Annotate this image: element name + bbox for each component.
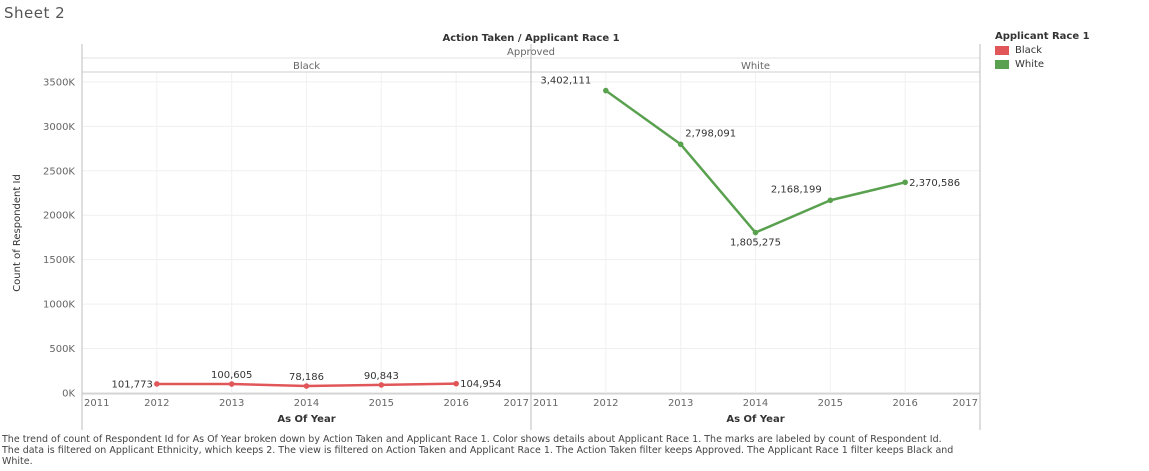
- chart-caption: The trend of count of Respondent Id for …: [2, 434, 954, 467]
- x-tick-label: 2017: [953, 398, 978, 409]
- x-tick-label: 2013: [219, 398, 244, 409]
- data-label: 104,954: [460, 379, 501, 390]
- data-point: [453, 380, 459, 387]
- legend-swatch-white: [995, 59, 1009, 69]
- data-label: 2,798,091: [685, 128, 736, 139]
- x-tick-label: 2016: [892, 398, 917, 409]
- data-label: 101,773: [111, 379, 152, 390]
- x-tick-label: 2012: [144, 398, 169, 409]
- data-point: [603, 87, 609, 94]
- data-point: [228, 381, 235, 387]
- y-tick-label: 0K: [62, 389, 75, 400]
- x-tick-label: 2017: [504, 398, 529, 409]
- y-tick-label: 2500K: [43, 166, 75, 177]
- data-point: [677, 141, 684, 148]
- y-tick-label: 3500K: [43, 77, 75, 88]
- legend-swatch-black: [995, 45, 1009, 55]
- y-tick-label: 1500K: [43, 255, 75, 266]
- x-tick-label: 2015: [369, 398, 394, 409]
- data-label: 100,605: [211, 370, 252, 381]
- legend: Applicant Race 1 Black White: [995, 31, 1090, 71]
- line-chart: Action Taken / Applicant Race 1Approved0…: [12, 33, 981, 430]
- x-tick-label: 2015: [818, 398, 843, 409]
- legend-item-black[interactable]: Black: [995, 43, 1090, 57]
- data-label: 3,402,111: [540, 76, 591, 87]
- x-tick-label: 2013: [668, 398, 693, 409]
- data-point: [902, 179, 908, 186]
- y-tick-label: 1000K: [43, 300, 75, 311]
- x-tick-label: 2014: [743, 398, 768, 409]
- data-point: [752, 229, 759, 236]
- y-tick-label: 2000K: [43, 211, 75, 222]
- x-tick-label: 2011: [533, 398, 558, 409]
- x-tick-label: 2014: [294, 398, 319, 409]
- data-label: 78,186: [289, 372, 324, 383]
- data-point: [154, 381, 160, 387]
- legend-label-black: Black: [1015, 44, 1043, 56]
- x-tick-label: 2012: [593, 398, 618, 409]
- x-tick-label: 2011: [84, 398, 109, 409]
- legend-title: Applicant Race 1: [995, 31, 1090, 42]
- panel-header-black: Black: [293, 61, 320, 72]
- data-label: 2,168,199: [771, 184, 822, 195]
- y-tick-label: 3000K: [43, 122, 75, 133]
- legend-label-white: White: [1015, 58, 1045, 70]
- data-label: 90,843: [364, 371, 399, 382]
- data-label: 1,805,275: [730, 238, 781, 249]
- data-point: [303, 383, 310, 389]
- x-axis-title: As Of Year: [726, 414, 784, 425]
- sheet-title: Sheet 2: [4, 4, 66, 22]
- chart-title: Action Taken / Applicant Race 1: [442, 33, 619, 44]
- data-point: [378, 382, 385, 388]
- legend-item-white[interactable]: White: [995, 57, 1090, 71]
- x-axis-title: As Of Year: [277, 414, 335, 425]
- x-tick-label: 2016: [443, 398, 468, 409]
- data-point: [827, 197, 834, 204]
- y-axis-title: Count of Respondent Id: [12, 174, 23, 292]
- y-tick-label: 500K: [49, 344, 75, 355]
- data-label: 2,370,586: [909, 178, 960, 189]
- panel-header-white: White: [741, 61, 770, 72]
